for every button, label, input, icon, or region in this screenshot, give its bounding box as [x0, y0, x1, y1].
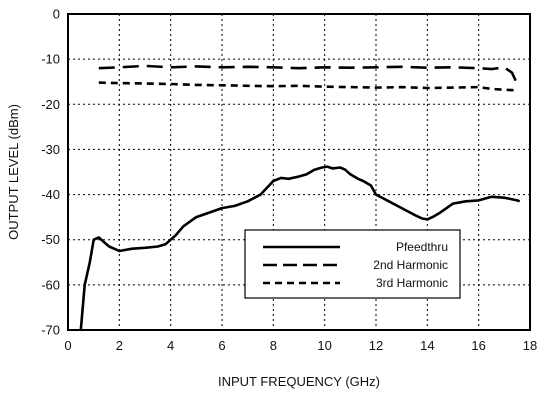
legend-label-pfeedthru: Pfeedthru: [396, 240, 448, 254]
y-tick-label: -50: [41, 232, 60, 247]
x-tick-label: 4: [167, 338, 174, 353]
x-tick-label: 14: [420, 338, 434, 353]
legend-label-2nd-harmonic: 2nd Harmonic: [373, 258, 448, 272]
axis-ticks: 0 2 4 6 8 10 12 14 16 18 0 -10 -20 -30 -40 -50 -60 -70: [41, 7, 537, 354]
x-tick-label: 16: [471, 338, 485, 353]
series-lines: [79, 64, 521, 331]
x-axis-title: INPUT FREQUENCY (GHz): [218, 374, 380, 389]
plot-frame: [67, 13, 531, 331]
y-tick-label: -20: [41, 97, 60, 112]
x-tick-label: 10: [317, 338, 331, 353]
y-tick-label: -40: [41, 187, 60, 202]
y-axis-title: OUTPUT LEVEL (dBm): [6, 104, 21, 240]
y-tick-label: 0: [53, 7, 60, 22]
series-line-2nd-harmonic: [98, 64, 519, 85]
x-tick-label: 0: [64, 338, 71, 353]
y-tick-label: -60: [41, 277, 60, 292]
x-tick-label: 8: [270, 338, 277, 353]
y-tick-label: -70: [41, 323, 60, 338]
series-line-3rd-harmonic: [98, 81, 518, 92]
series-line-pfeedthru: [79, 165, 521, 331]
x-tick-label: 2: [116, 338, 123, 353]
x-tick-label: 12: [369, 338, 383, 353]
legend-label-3rd-harmonic: 3rd Harmonic: [376, 276, 448, 290]
legend: Pfeedthru 2nd Harmonic 3rd Harmonic: [244, 229, 461, 299]
legend-box: [244, 229, 461, 299]
y-tick-label: -30: [41, 142, 60, 157]
x-tick-label: 6: [218, 338, 225, 353]
x-tick-label: 18: [523, 338, 537, 353]
y-tick-label: -10: [41, 52, 60, 67]
